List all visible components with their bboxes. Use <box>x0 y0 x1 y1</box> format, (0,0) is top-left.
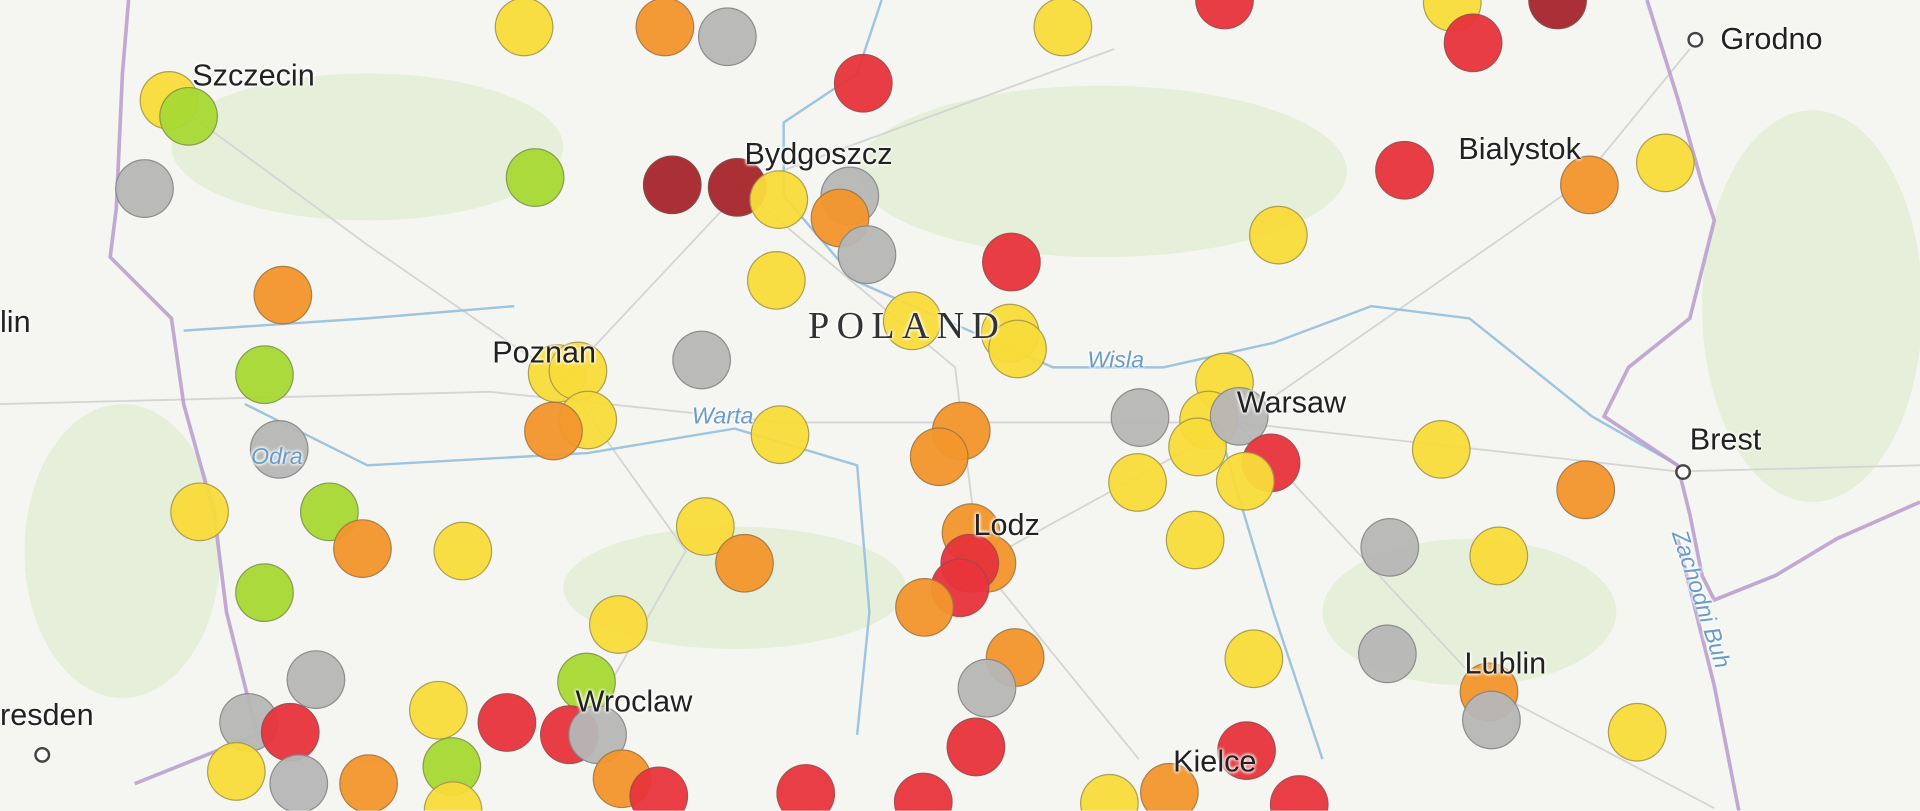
station-marker-yellow[interactable] <box>1215 451 1275 511</box>
station-marker-yellow[interactable] <box>1635 133 1695 193</box>
station-marker-gray[interactable] <box>1360 517 1420 577</box>
station-marker-red[interactable] <box>946 717 1006 777</box>
city-label-warsaw: Warsaw <box>1236 385 1347 421</box>
station-marker-orange[interactable] <box>1556 460 1616 520</box>
station-marker-yellow[interactable] <box>433 521 493 581</box>
city-label-brest: Brest <box>1689 422 1762 457</box>
station-marker-green[interactable] <box>235 345 294 405</box>
city-dot-dresden <box>34 746 51 763</box>
station-marker-yellow[interactable] <box>749 170 809 229</box>
station-marker-orange[interactable] <box>895 577 954 637</box>
station-marker-yellow[interactable] <box>1165 510 1225 570</box>
station-marker-yellow[interactable] <box>494 0 554 57</box>
city-label-kielce: Kielce <box>1173 744 1257 779</box>
station-marker-gray[interactable] <box>697 7 757 67</box>
station-marker-red[interactable] <box>1375 140 1434 200</box>
station-marker-gray[interactable] <box>672 330 732 390</box>
station-marker-red[interactable] <box>260 702 320 762</box>
station-marker-yellow[interactable] <box>1607 702 1667 762</box>
city-label-berlin: lin <box>0 304 31 340</box>
city-label-dresden: resden <box>0 697 94 733</box>
city-label-lublin: Lublin <box>1464 646 1547 681</box>
station-marker-green[interactable] <box>557 652 616 712</box>
station-marker-yellow[interactable] <box>1033 0 1093 57</box>
station-marker-gray[interactable] <box>1357 624 1417 684</box>
country-label: POLAND <box>808 303 1007 347</box>
station-marker-gray[interactable] <box>115 159 174 218</box>
station-marker-gray[interactable] <box>1462 690 1521 750</box>
station-marker-yellow[interactable] <box>170 482 229 542</box>
station-marker-orange[interactable] <box>333 519 392 578</box>
station-marker-green[interactable] <box>159 86 218 146</box>
station-marker-orange[interactable] <box>253 265 313 325</box>
station-marker-yellow[interactable] <box>988 319 1047 379</box>
station-marker-red[interactable] <box>1217 721 1276 781</box>
station-marker-red[interactable] <box>629 766 689 811</box>
city-label-szczecin: Szczecin <box>192 58 315 94</box>
station-marker-yellow[interactable] <box>882 291 942 351</box>
station-marker-orange[interactable] <box>1560 155 1619 215</box>
station-marker-darkred[interactable] <box>642 155 702 215</box>
station-marker-yellow[interactable] <box>588 595 648 654</box>
station-marker-orange[interactable] <box>909 427 969 487</box>
station-marker-red[interactable] <box>982 232 1041 292</box>
city-dot-grodno <box>1687 31 1704 48</box>
station-marker-green[interactable] <box>235 563 294 623</box>
station-marker-gray[interactable] <box>1110 388 1170 447</box>
city-label-poznan: Poznan <box>492 335 597 370</box>
station-marker-orange[interactable] <box>715 533 774 593</box>
city-dot-brest <box>1675 464 1692 481</box>
station-marker-gray[interactable] <box>269 754 329 811</box>
station-marker-red[interactable] <box>1443 13 1503 73</box>
city-label-bialystok: Bialystok <box>1458 132 1581 167</box>
station-marker-green[interactable] <box>505 148 565 207</box>
station-marker-yellow[interactable] <box>1411 420 1471 479</box>
station-marker-gray[interactable] <box>286 650 346 709</box>
station-marker-red[interactable] <box>776 764 836 811</box>
station-marker-yellow[interactable] <box>1224 629 1284 689</box>
station-marker-orange[interactable] <box>339 754 398 811</box>
city-label-bydgoszcz: Bydgoszcz <box>744 137 893 172</box>
station-marker-yellow[interactable] <box>750 405 810 465</box>
station-marker-orange[interactable] <box>1140 762 1199 811</box>
station-marker-gray[interactable] <box>837 225 897 285</box>
station-marker-yellow[interactable] <box>206 742 266 801</box>
station-marker-yellow[interactable] <box>746 251 806 310</box>
station-marker-gray[interactable] <box>1209 386 1269 446</box>
river-label-odra: Odra <box>251 444 303 471</box>
station-marker-yellow[interactable] <box>1248 205 1308 265</box>
river-label-warta: Warta <box>691 404 754 430</box>
station-marker-gray[interactable] <box>249 420 309 479</box>
station-marker-yellow[interactable] <box>1108 453 1167 512</box>
station-marker-red[interactable] <box>833 53 893 113</box>
station-marker-gray[interactable] <box>957 658 1017 718</box>
station-marker-yellow[interactable] <box>408 680 468 740</box>
city-label-grodno: Grodno <box>1720 22 1823 57</box>
city-label-wroclaw: Wroclaw <box>575 684 693 719</box>
station-marker-orange[interactable] <box>635 0 695 57</box>
station-marker-red[interactable] <box>477 693 537 752</box>
river-label-wisla: Wisla <box>1087 347 1145 374</box>
station-marker-yellow[interactable] <box>1469 526 1529 586</box>
station-marker-yellow[interactable] <box>548 341 608 401</box>
station-marker-orange[interactable] <box>524 401 583 461</box>
city-label-lodz: Lodz <box>973 508 1040 543</box>
